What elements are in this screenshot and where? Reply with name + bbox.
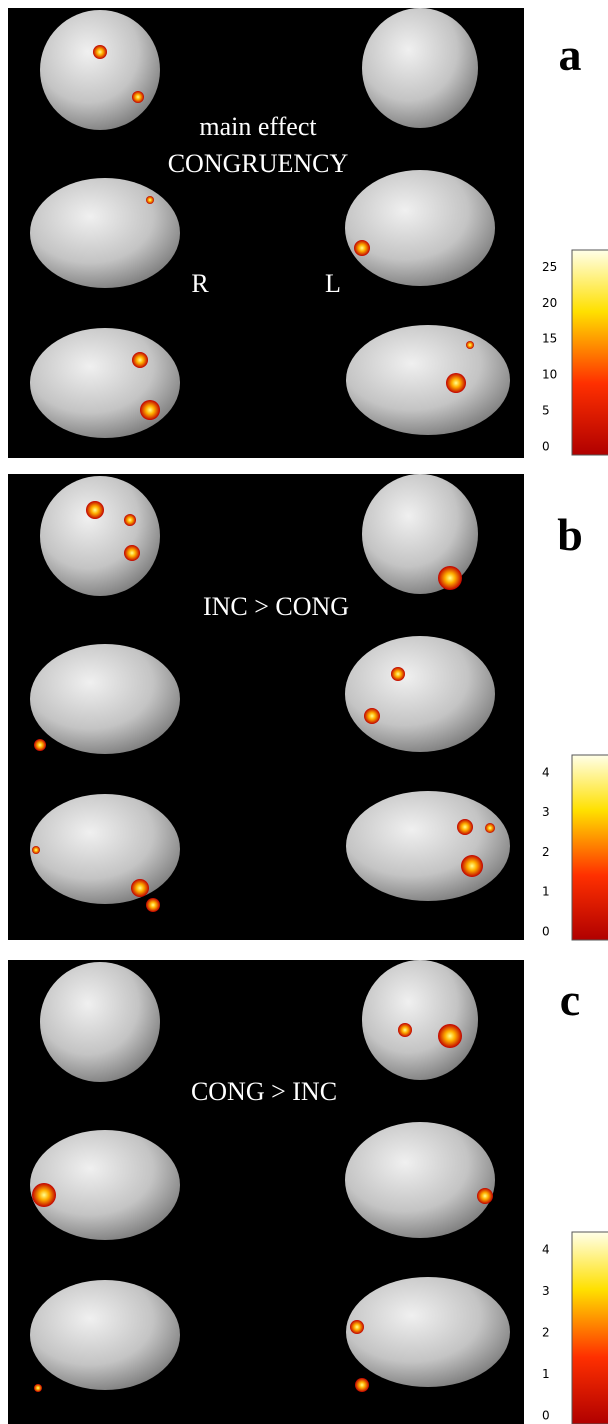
brain-render xyxy=(362,8,478,128)
brain-render xyxy=(346,791,510,901)
activation-blob xyxy=(350,1320,364,1334)
hemisphere-label: R xyxy=(191,269,209,298)
brain-render xyxy=(346,325,510,435)
activation-blob xyxy=(391,667,405,681)
activation-blob xyxy=(132,91,144,103)
activation-blob xyxy=(364,708,380,724)
activation-blob xyxy=(132,352,148,368)
panel-letter: a xyxy=(559,29,582,80)
colorbar-tick-label: 10 xyxy=(542,368,557,382)
panel-title: main effect xyxy=(199,112,317,141)
colorbar-tick-label: 4 xyxy=(542,1243,550,1257)
hemisphere-label: L xyxy=(325,269,341,298)
colorbar-tick-label: 1 xyxy=(542,885,550,899)
activation-blob xyxy=(131,879,149,897)
activation-blob xyxy=(146,196,154,204)
activation-blob xyxy=(438,566,462,590)
colorbar xyxy=(572,1232,608,1424)
activation-blob xyxy=(485,823,495,833)
activation-blob xyxy=(398,1023,412,1037)
colorbar-tick-label: 2 xyxy=(542,1326,550,1340)
panel-title: CONGRUENCY xyxy=(168,149,349,178)
activation-blob xyxy=(124,514,136,526)
activation-blob xyxy=(124,545,140,561)
brain-render xyxy=(362,960,478,1080)
brain-render xyxy=(345,1122,495,1238)
colorbar-tick-label: 5 xyxy=(542,404,550,418)
brain-render xyxy=(30,1130,180,1240)
figure: main effectCONGRUENCYRLa2520151050INC > … xyxy=(0,0,608,1424)
panel-letter: b xyxy=(557,509,583,560)
activation-blob xyxy=(457,819,473,835)
colorbar-tick-label: 20 xyxy=(542,296,557,310)
brain-render xyxy=(40,10,160,130)
activation-blob xyxy=(34,1384,42,1392)
activation-blob xyxy=(477,1188,493,1204)
brain-render xyxy=(30,794,180,904)
panel-letter: c xyxy=(560,974,580,1025)
brain-render xyxy=(345,636,495,752)
activation-blob xyxy=(466,341,474,349)
brain-render xyxy=(40,962,160,1082)
activation-blob xyxy=(355,1378,369,1392)
brain-render xyxy=(30,178,180,288)
panel-title: CONG > INC xyxy=(191,1077,337,1106)
activation-blob xyxy=(354,240,370,256)
page: {"panels": [ {"letter": "a", "title": ["… xyxy=(0,0,608,1424)
activation-blob xyxy=(461,855,483,877)
brain-render xyxy=(40,476,160,596)
colorbar-tick-label: 2 xyxy=(542,845,550,859)
activation-blob xyxy=(34,739,46,751)
colorbar-tick-label: 4 xyxy=(542,765,550,779)
panel-title: INC > CONG xyxy=(203,592,349,621)
activation-blob xyxy=(93,45,107,59)
brain-render xyxy=(30,1280,180,1390)
colorbar-tick-label: 3 xyxy=(542,805,550,819)
colorbar-tick-label: 0 xyxy=(542,440,550,454)
colorbar xyxy=(572,755,608,940)
colorbar-tick-label: 0 xyxy=(542,1409,550,1423)
activation-blob xyxy=(32,1183,56,1207)
brain-render xyxy=(30,328,180,438)
activation-blob xyxy=(86,501,104,519)
brain-render xyxy=(346,1277,510,1387)
colorbar-tick-label: 0 xyxy=(542,925,550,939)
brain-render xyxy=(30,644,180,754)
colorbar-tick-label: 15 xyxy=(542,332,557,346)
activation-blob xyxy=(32,846,40,854)
activation-blob xyxy=(446,373,466,393)
colorbar-tick-label: 25 xyxy=(542,260,557,274)
activation-blob xyxy=(438,1024,462,1048)
activation-blob xyxy=(140,400,160,420)
colorbar-tick-label: 1 xyxy=(542,1367,550,1381)
activation-blob xyxy=(146,898,160,912)
colorbar-tick-label: 3 xyxy=(542,1284,550,1298)
brain-render xyxy=(345,170,495,286)
colorbar xyxy=(572,250,608,455)
